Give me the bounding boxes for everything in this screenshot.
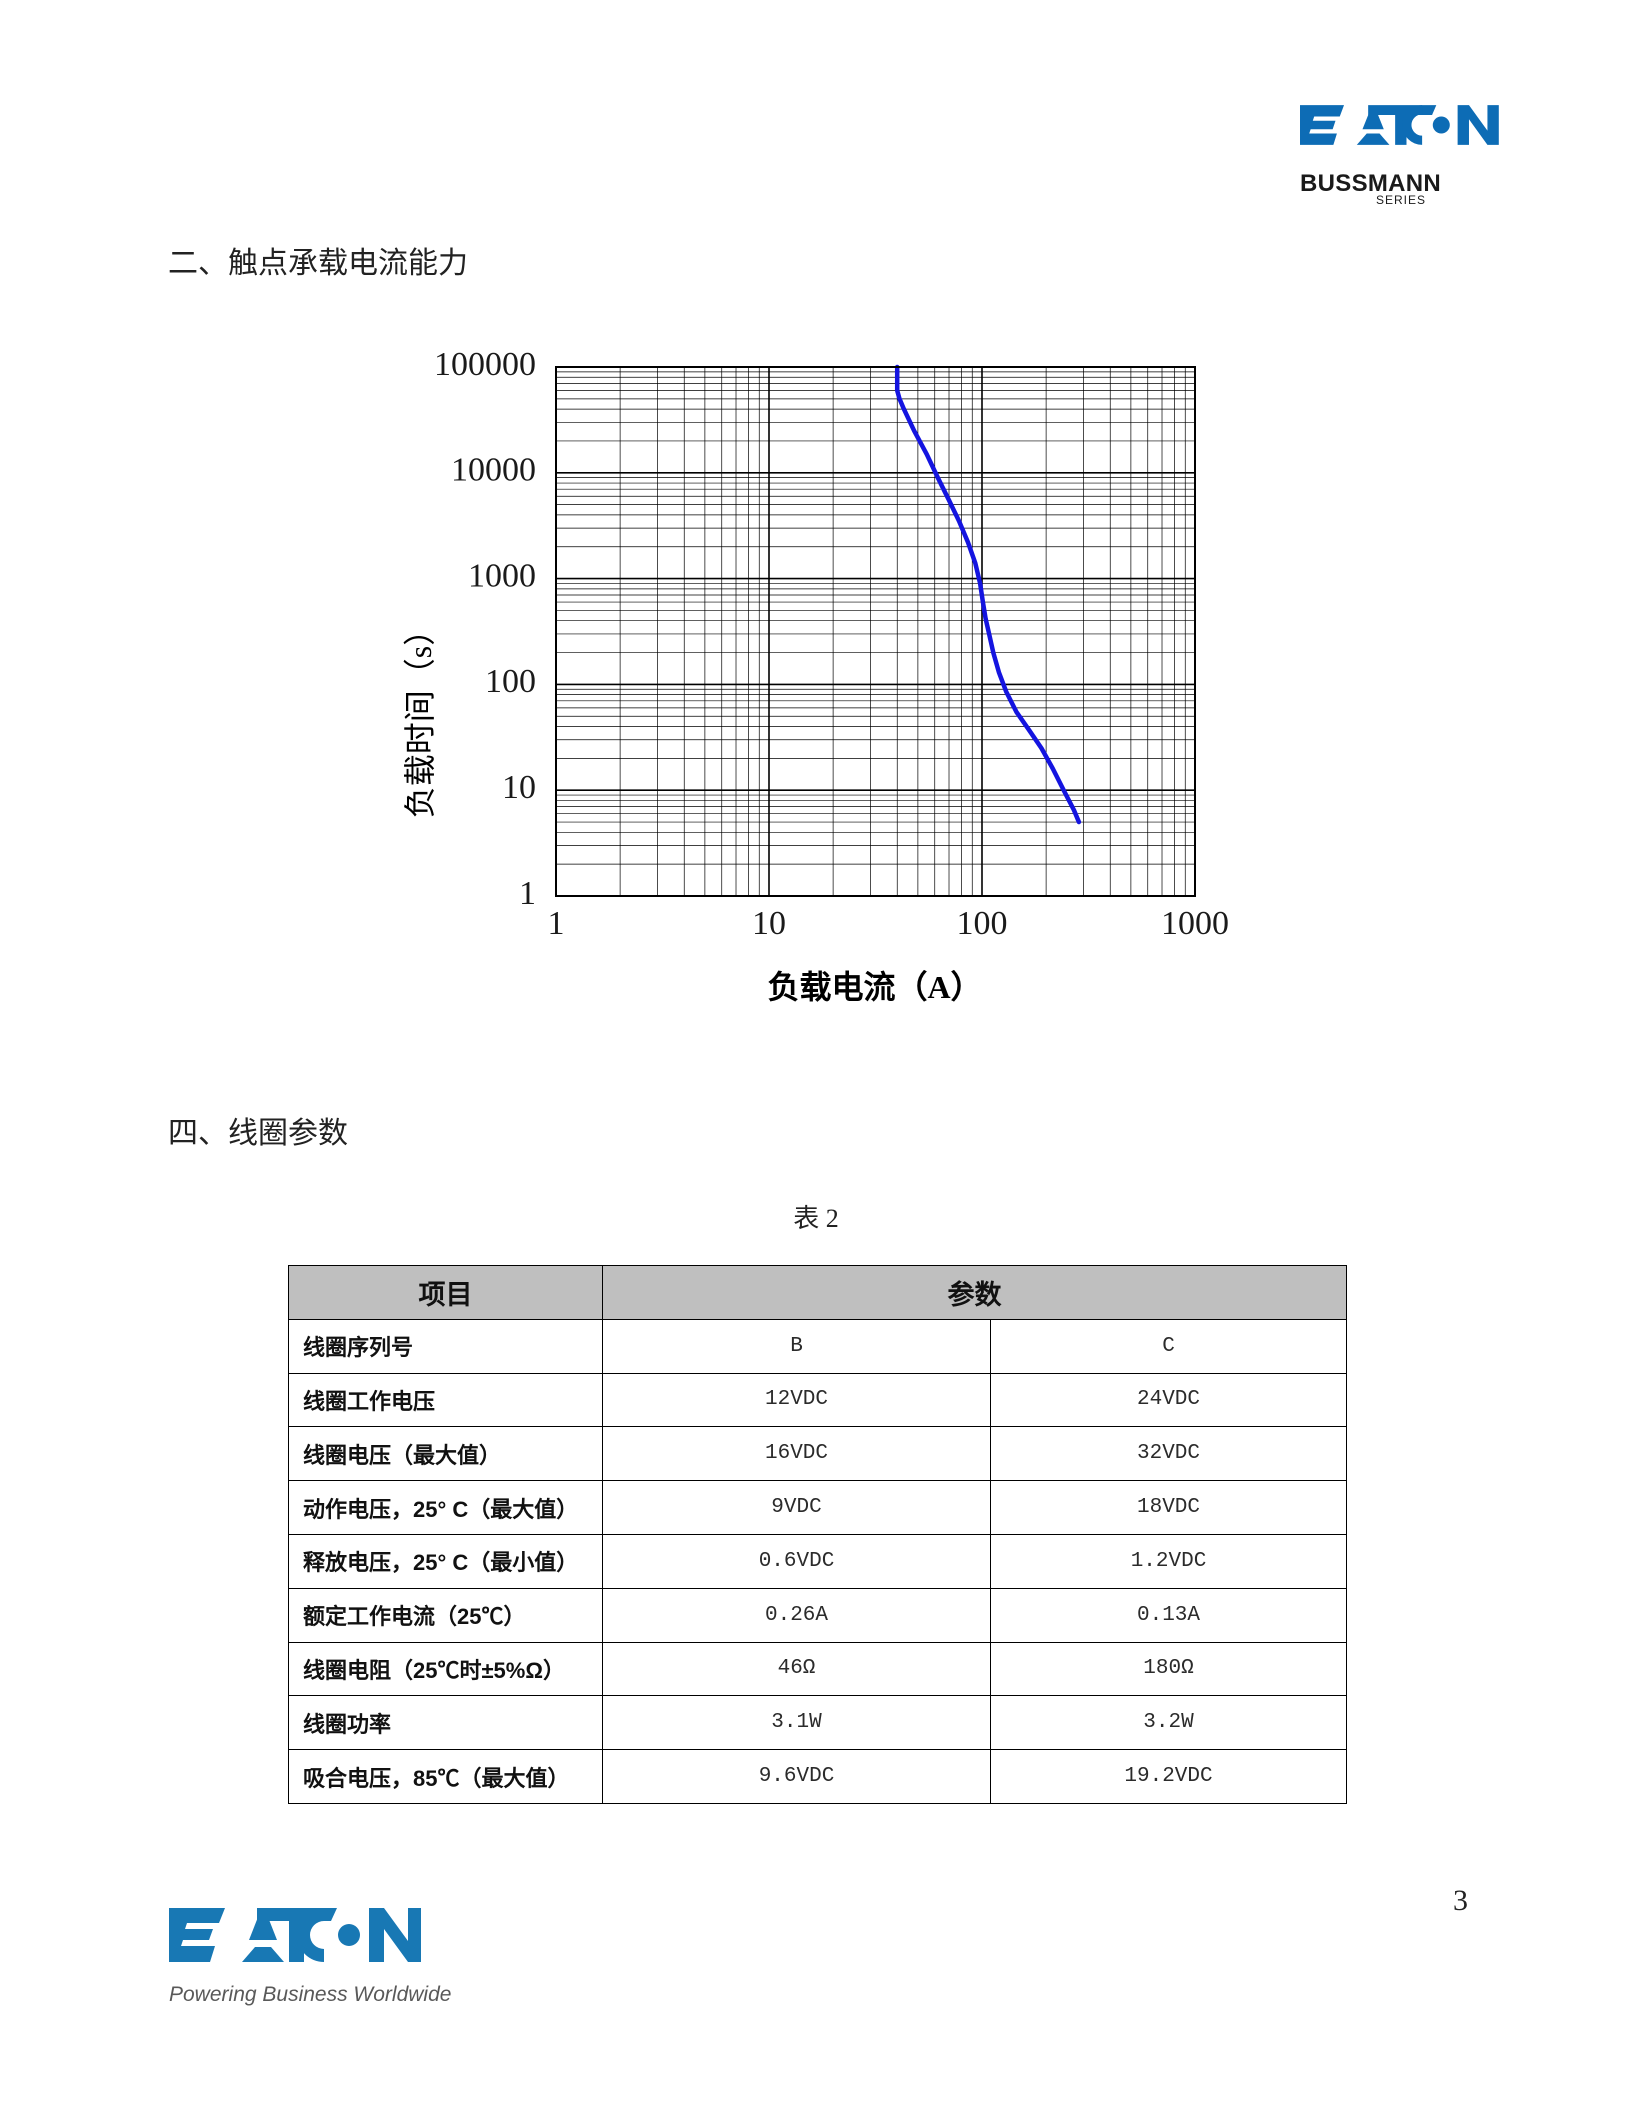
svg-text:10: 10 — [502, 769, 536, 806]
svg-text:1: 1 — [548, 905, 565, 942]
svg-text:10: 10 — [752, 905, 786, 942]
svg-text:100000: 100000 — [434, 346, 536, 383]
svg-text:100: 100 — [485, 663, 536, 700]
svg-text:100: 100 — [957, 905, 1008, 942]
svg-text:1000: 1000 — [468, 557, 536, 594]
svg-text:1: 1 — [519, 875, 536, 912]
svg-text:10000: 10000 — [451, 452, 536, 489]
svg-text:1000: 1000 — [1161, 905, 1229, 942]
